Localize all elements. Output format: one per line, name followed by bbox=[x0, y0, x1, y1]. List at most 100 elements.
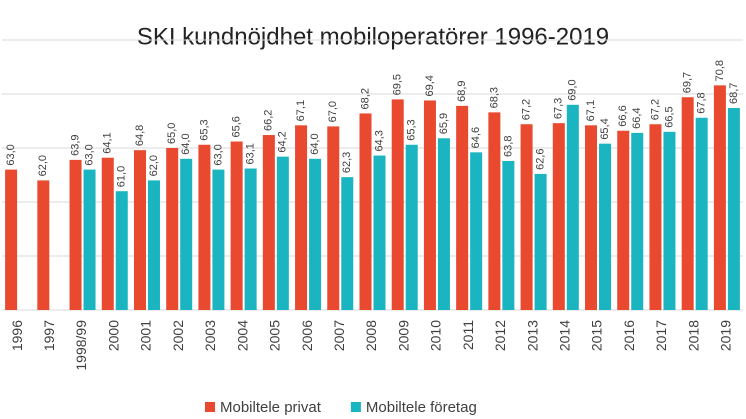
value-label: 66,6 bbox=[617, 105, 629, 126]
value-label: 65,3 bbox=[198, 119, 210, 140]
value-label: 62,6 bbox=[534, 148, 546, 169]
value-label: 63,1 bbox=[245, 143, 257, 164]
x-tick-label: 2014 bbox=[557, 320, 573, 351]
bar bbox=[681, 97, 694, 311]
value-label: 69,0 bbox=[567, 79, 579, 100]
bar bbox=[502, 160, 515, 310]
value-label: 67,8 bbox=[696, 92, 708, 113]
bar bbox=[37, 180, 50, 310]
value-label: 68,7 bbox=[728, 83, 740, 104]
bar bbox=[359, 113, 372, 310]
bar bbox=[437, 138, 450, 310]
x-tick-label: 2005 bbox=[267, 320, 283, 351]
value-label: 65,0 bbox=[166, 123, 178, 144]
x-tick-label: 2003 bbox=[202, 320, 218, 351]
bar bbox=[212, 169, 225, 310]
value-label: 63,8 bbox=[502, 136, 514, 157]
bar bbox=[566, 104, 579, 310]
bar bbox=[115, 191, 128, 310]
value-label: 69,4 bbox=[424, 75, 436, 96]
bar bbox=[663, 131, 676, 310]
value-label: 62,0 bbox=[148, 155, 160, 176]
value-label: 68,9 bbox=[456, 80, 468, 101]
x-tick-label: 1997 bbox=[41, 320, 57, 351]
x-tick-label: 2018 bbox=[685, 320, 701, 351]
bar bbox=[69, 159, 82, 310]
x-tick-label: 2001 bbox=[138, 320, 154, 351]
bar bbox=[727, 108, 740, 310]
value-label: 66,5 bbox=[663, 106, 675, 127]
bar bbox=[101, 157, 114, 310]
value-label: 64,0 bbox=[180, 133, 192, 154]
bar bbox=[631, 132, 644, 310]
bar bbox=[262, 135, 275, 310]
bar bbox=[133, 150, 146, 310]
bar bbox=[713, 85, 726, 310]
value-label: 68,3 bbox=[488, 87, 500, 108]
legend-label: Mobiltele företag bbox=[366, 399, 477, 416]
value-label: 64,0 bbox=[309, 133, 321, 154]
value-label: 67,3 bbox=[553, 98, 565, 119]
x-tick-label: 2009 bbox=[395, 320, 411, 351]
value-label: 62,3 bbox=[341, 152, 353, 173]
bar bbox=[423, 100, 436, 310]
bar bbox=[230, 141, 243, 310]
bar bbox=[405, 144, 418, 310]
value-label: 63,0 bbox=[212, 144, 224, 165]
x-tick-label: 2012 bbox=[492, 320, 508, 351]
bar bbox=[327, 126, 340, 311]
bar bbox=[585, 125, 598, 310]
bar bbox=[649, 124, 662, 311]
x-tick-label: 2004 bbox=[234, 320, 250, 351]
value-label: 64,6 bbox=[470, 127, 482, 148]
value-label: 67,2 bbox=[520, 99, 532, 120]
x-tick-label: 2015 bbox=[589, 320, 605, 351]
bar bbox=[520, 124, 533, 311]
x-tick-label: 2007 bbox=[331, 320, 347, 351]
x-tick-label: 1996 bbox=[9, 320, 25, 351]
bar bbox=[276, 156, 289, 310]
bar bbox=[534, 173, 547, 310]
bar bbox=[456, 105, 469, 310]
x-tick-label: 2013 bbox=[524, 320, 540, 351]
x-tick-label: 2019 bbox=[718, 320, 734, 351]
value-label: 64,3 bbox=[373, 130, 385, 151]
value-label: 65,4 bbox=[599, 118, 611, 139]
x-tick-label: 2008 bbox=[363, 320, 379, 351]
bar bbox=[244, 168, 257, 310]
value-label: 66,2 bbox=[263, 110, 275, 131]
x-tick-label: 2006 bbox=[299, 320, 315, 351]
bar bbox=[147, 180, 160, 310]
bar bbox=[5, 169, 18, 310]
value-label: 62,0 bbox=[37, 155, 49, 176]
x-tick-label: 2002 bbox=[170, 320, 186, 351]
value-label: 67,1 bbox=[585, 100, 597, 121]
bar bbox=[341, 177, 354, 310]
value-label: 64,2 bbox=[277, 131, 289, 152]
value-label: 67,2 bbox=[649, 99, 661, 120]
bar bbox=[695, 117, 708, 310]
value-label: 63,9 bbox=[69, 134, 81, 155]
value-label: 63,0 bbox=[83, 144, 95, 165]
value-label: 69,5 bbox=[392, 74, 404, 95]
value-label: 64,8 bbox=[134, 125, 146, 146]
bar bbox=[599, 143, 612, 310]
bar bbox=[83, 169, 96, 310]
value-label: 65,3 bbox=[406, 119, 418, 140]
value-label: 65,6 bbox=[231, 116, 243, 137]
value-label: 68,2 bbox=[359, 88, 371, 109]
bar bbox=[309, 158, 322, 310]
legend-label: Mobiltele privat bbox=[220, 399, 322, 416]
x-tick-label: 2017 bbox=[653, 320, 669, 351]
bar bbox=[488, 112, 501, 310]
value-label: 67,1 bbox=[295, 100, 307, 121]
chart-title: SKI kundnöjdhet mobiloperatörer 1996-201… bbox=[137, 23, 609, 50]
bar bbox=[373, 155, 386, 310]
value-label: 63,0 bbox=[5, 144, 17, 165]
value-label: 64,1 bbox=[102, 132, 114, 153]
bar bbox=[198, 144, 211, 310]
x-tick-label: 2011 bbox=[460, 320, 476, 350]
x-tick-label: 2016 bbox=[621, 320, 637, 351]
bar bbox=[295, 125, 308, 310]
